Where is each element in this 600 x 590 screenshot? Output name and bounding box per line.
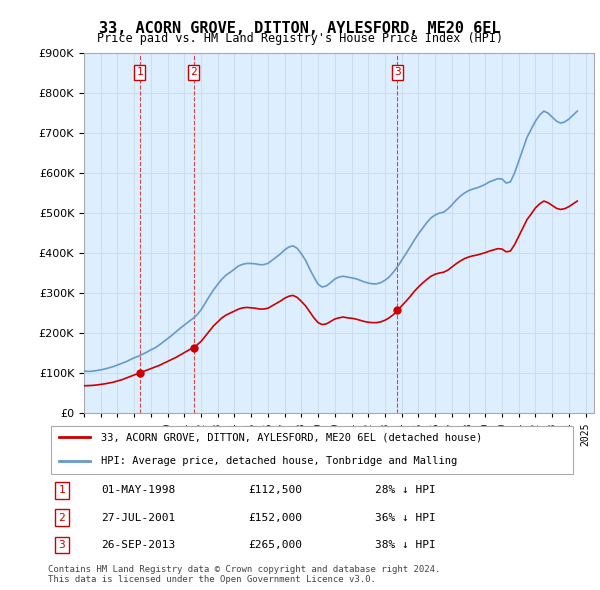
Text: 2: 2	[190, 67, 197, 77]
Text: 33, ACORN GROVE, DITTON, AYLESFORD, ME20 6EL: 33, ACORN GROVE, DITTON, AYLESFORD, ME20…	[99, 21, 501, 35]
Text: 28% ↓ HPI: 28% ↓ HPI	[376, 486, 436, 496]
Text: £112,500: £112,500	[248, 486, 302, 496]
Text: 33, ACORN GROVE, DITTON, AYLESFORD, ME20 6EL (detached house): 33, ACORN GROVE, DITTON, AYLESFORD, ME20…	[101, 432, 482, 442]
Text: 1: 1	[59, 486, 65, 496]
Text: £265,000: £265,000	[248, 540, 302, 550]
Text: 2: 2	[59, 513, 65, 523]
Text: 38% ↓ HPI: 38% ↓ HPI	[376, 540, 436, 550]
Text: 3: 3	[394, 67, 401, 77]
Text: Contains HM Land Registry data © Crown copyright and database right 2024.
This d: Contains HM Land Registry data © Crown c…	[48, 565, 440, 584]
Text: 36% ↓ HPI: 36% ↓ HPI	[376, 513, 436, 523]
Text: 26-SEP-2013: 26-SEP-2013	[101, 540, 175, 550]
Text: HPI: Average price, detached house, Tonbridge and Malling: HPI: Average price, detached house, Tonb…	[101, 456, 457, 466]
Text: 3: 3	[59, 540, 65, 550]
Text: £152,000: £152,000	[248, 513, 302, 523]
Text: 01-MAY-1998: 01-MAY-1998	[101, 486, 175, 496]
Text: 1: 1	[136, 67, 143, 77]
Text: Price paid vs. HM Land Registry's House Price Index (HPI): Price paid vs. HM Land Registry's House …	[97, 32, 503, 45]
Text: 27-JUL-2001: 27-JUL-2001	[101, 513, 175, 523]
